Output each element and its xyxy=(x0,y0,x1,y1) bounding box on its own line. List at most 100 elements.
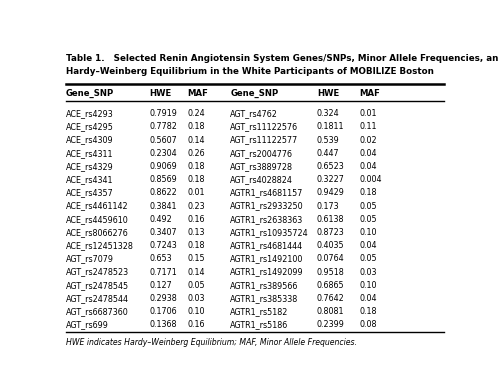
Text: 0.16: 0.16 xyxy=(188,215,205,224)
Text: AGTR1_rs2933250: AGTR1_rs2933250 xyxy=(230,202,304,211)
Text: 0.15: 0.15 xyxy=(188,255,205,264)
Text: 0.4035: 0.4035 xyxy=(317,241,345,250)
Text: 0.447: 0.447 xyxy=(317,149,340,158)
Text: 0.5607: 0.5607 xyxy=(149,136,177,145)
Text: AGTR1_rs4681157: AGTR1_rs4681157 xyxy=(230,188,303,197)
Text: 0.1706: 0.1706 xyxy=(149,307,177,316)
Text: 0.01: 0.01 xyxy=(360,109,377,118)
Text: AGT_rs2004776: AGT_rs2004776 xyxy=(230,149,293,158)
Text: 0.10: 0.10 xyxy=(188,307,205,316)
Text: AGT_rs3889728: AGT_rs3889728 xyxy=(230,162,293,171)
Text: 0.2304: 0.2304 xyxy=(149,149,177,158)
Text: 0.03: 0.03 xyxy=(360,267,377,276)
Text: ACE_rs12451328: ACE_rs12451328 xyxy=(66,241,134,250)
Text: AGT_rs11122577: AGT_rs11122577 xyxy=(230,136,298,145)
Text: ACE_rs4293: ACE_rs4293 xyxy=(66,109,114,118)
Text: 0.8081: 0.8081 xyxy=(317,307,345,316)
Text: 0.6865: 0.6865 xyxy=(317,281,345,290)
Text: 0.1811: 0.1811 xyxy=(317,122,345,131)
Text: AGTR1_rs1492100: AGTR1_rs1492100 xyxy=(230,255,303,264)
Text: 0.9069: 0.9069 xyxy=(149,162,177,171)
Text: 0.18: 0.18 xyxy=(188,241,205,250)
Text: 0.05: 0.05 xyxy=(360,215,377,224)
Text: 0.3407: 0.3407 xyxy=(149,228,177,237)
Text: AGTR1_rs2638363: AGTR1_rs2638363 xyxy=(230,215,303,224)
Text: 0.492: 0.492 xyxy=(149,215,172,224)
Text: 0.18: 0.18 xyxy=(360,307,377,316)
Text: 0.04: 0.04 xyxy=(360,294,377,303)
Text: ACE_rs4295: ACE_rs4295 xyxy=(66,122,114,131)
Text: 0.11: 0.11 xyxy=(360,122,377,131)
Text: 0.004: 0.004 xyxy=(360,175,382,184)
Text: AGT_rs4028824: AGT_rs4028824 xyxy=(230,175,293,184)
Text: 0.18: 0.18 xyxy=(188,162,205,171)
Text: 0.3841: 0.3841 xyxy=(149,202,177,211)
Text: 0.324: 0.324 xyxy=(317,109,340,118)
Text: AGT_rs2478523: AGT_rs2478523 xyxy=(66,267,129,276)
Text: 0.13: 0.13 xyxy=(188,228,205,237)
Text: 0.02: 0.02 xyxy=(360,136,377,145)
Text: 0.24: 0.24 xyxy=(188,109,205,118)
Text: 0.8622: 0.8622 xyxy=(149,188,177,197)
Text: 0.6523: 0.6523 xyxy=(317,162,345,171)
Text: AGT_rs11122576: AGT_rs11122576 xyxy=(230,122,298,131)
Text: 0.0764: 0.0764 xyxy=(317,255,345,264)
Text: AGT_rs2478545: AGT_rs2478545 xyxy=(66,281,129,290)
Text: 0.2938: 0.2938 xyxy=(149,294,177,303)
Text: 0.10: 0.10 xyxy=(360,281,377,290)
Text: 0.2399: 0.2399 xyxy=(317,320,345,329)
Text: 0.14: 0.14 xyxy=(188,267,205,276)
Text: 0.653: 0.653 xyxy=(149,255,172,264)
Text: 0.7171: 0.7171 xyxy=(149,267,177,276)
Text: HWE: HWE xyxy=(317,89,339,98)
Text: AGT_rs2478544: AGT_rs2478544 xyxy=(66,294,129,303)
Text: 0.7642: 0.7642 xyxy=(317,294,345,303)
Text: ACE_rs4461142: ACE_rs4461142 xyxy=(66,202,129,211)
Text: 0.18: 0.18 xyxy=(188,122,205,131)
Text: 0.05: 0.05 xyxy=(360,255,377,264)
Text: 0.10: 0.10 xyxy=(360,228,377,237)
Text: 0.04: 0.04 xyxy=(360,241,377,250)
Text: 0.3227: 0.3227 xyxy=(317,175,345,184)
Text: Table 1.   Selected Renin Angiotensin System Genes/SNPs, Minor Allele Frequencie: Table 1. Selected Renin Angiotensin Syst… xyxy=(66,54,498,75)
Text: AGTR1_rs1492099: AGTR1_rs1492099 xyxy=(230,267,304,276)
Text: AGT_rs4762: AGT_rs4762 xyxy=(230,109,278,118)
Text: Gene_SNP: Gene_SNP xyxy=(66,89,115,98)
Text: MAF: MAF xyxy=(360,89,380,98)
Text: HWE: HWE xyxy=(149,89,171,98)
Text: 0.23: 0.23 xyxy=(188,202,205,211)
Text: AGTR1_rs385338: AGTR1_rs385338 xyxy=(230,294,298,303)
Text: 0.8723: 0.8723 xyxy=(317,228,345,237)
Text: AGTR1_rs10935724: AGTR1_rs10935724 xyxy=(230,228,309,237)
Text: 0.05: 0.05 xyxy=(188,281,205,290)
Text: 0.127: 0.127 xyxy=(149,281,172,290)
Text: 0.03: 0.03 xyxy=(188,294,205,303)
Text: 0.173: 0.173 xyxy=(317,202,340,211)
Text: 0.26: 0.26 xyxy=(188,149,205,158)
Text: ACE_rs4329: ACE_rs4329 xyxy=(66,162,114,171)
Text: ACE_rs4357: ACE_rs4357 xyxy=(66,188,114,197)
Text: ACE_rs4459610: ACE_rs4459610 xyxy=(66,215,129,224)
Text: AGT_rs7079: AGT_rs7079 xyxy=(66,255,114,264)
Text: AGTR1_rs389566: AGTR1_rs389566 xyxy=(230,281,298,290)
Text: 0.16: 0.16 xyxy=(188,320,205,329)
Text: 0.7243: 0.7243 xyxy=(149,241,177,250)
Text: 0.7919: 0.7919 xyxy=(149,109,177,118)
Text: AGTR1_rs4681444: AGTR1_rs4681444 xyxy=(230,241,303,250)
Text: 0.14: 0.14 xyxy=(188,136,205,145)
Text: ACE_rs4311: ACE_rs4311 xyxy=(66,149,114,158)
Text: 0.539: 0.539 xyxy=(317,136,340,145)
Text: 0.04: 0.04 xyxy=(360,149,377,158)
Text: 0.8569: 0.8569 xyxy=(149,175,177,184)
Text: AGTR1_rs5186: AGTR1_rs5186 xyxy=(230,320,288,329)
Text: 0.08: 0.08 xyxy=(360,320,377,329)
Text: 0.7782: 0.7782 xyxy=(149,122,177,131)
Text: ACE_rs4341: ACE_rs4341 xyxy=(66,175,114,184)
Text: MAF: MAF xyxy=(188,89,209,98)
Text: 0.6138: 0.6138 xyxy=(317,215,345,224)
Text: 0.18: 0.18 xyxy=(360,188,377,197)
Text: Gene_SNP: Gene_SNP xyxy=(230,89,278,98)
Text: 0.05: 0.05 xyxy=(360,202,377,211)
Text: 0.9518: 0.9518 xyxy=(317,267,345,276)
Text: AGTR1_rs5182: AGTR1_rs5182 xyxy=(230,307,288,316)
